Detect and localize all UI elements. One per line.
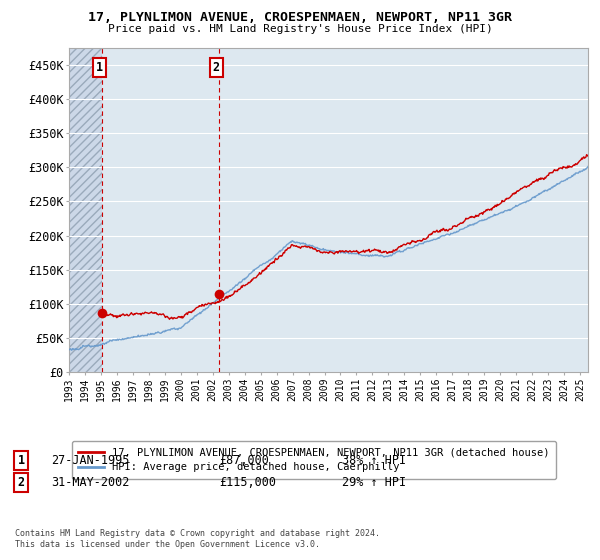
Bar: [69, 48, 102, 372]
Text: Price paid vs. HM Land Registry's House Price Index (HPI): Price paid vs. HM Land Registry's House …: [107, 24, 493, 34]
Legend: 17, PLYNLIMON AVENUE, CROESPENMAEN, NEWPORT, NP11 3GR (detached house), HPI: Ave: 17, PLYNLIMON AVENUE, CROESPENMAEN, NEWP…: [71, 441, 556, 479]
Text: £87,000: £87,000: [219, 454, 269, 467]
Text: 29% ↑ HPI: 29% ↑ HPI: [342, 476, 406, 489]
Text: 2: 2: [17, 476, 25, 489]
Text: Contains HM Land Registry data © Crown copyright and database right 2024.: Contains HM Land Registry data © Crown c…: [15, 529, 380, 538]
Text: 1: 1: [95, 60, 103, 73]
Text: 2: 2: [212, 60, 220, 73]
Text: 17, PLYNLIMON AVENUE, CROESPENMAEN, NEWPORT, NP11 3GR: 17, PLYNLIMON AVENUE, CROESPENMAEN, NEWP…: [88, 11, 512, 24]
Text: 38% ↑ HPI: 38% ↑ HPI: [342, 454, 406, 467]
Text: 27-JAN-1995: 27-JAN-1995: [51, 454, 130, 467]
Text: 31-MAY-2002: 31-MAY-2002: [51, 476, 130, 489]
Text: 1: 1: [17, 454, 25, 467]
Text: £115,000: £115,000: [219, 476, 276, 489]
Text: This data is licensed under the Open Government Licence v3.0.: This data is licensed under the Open Gov…: [15, 540, 320, 549]
